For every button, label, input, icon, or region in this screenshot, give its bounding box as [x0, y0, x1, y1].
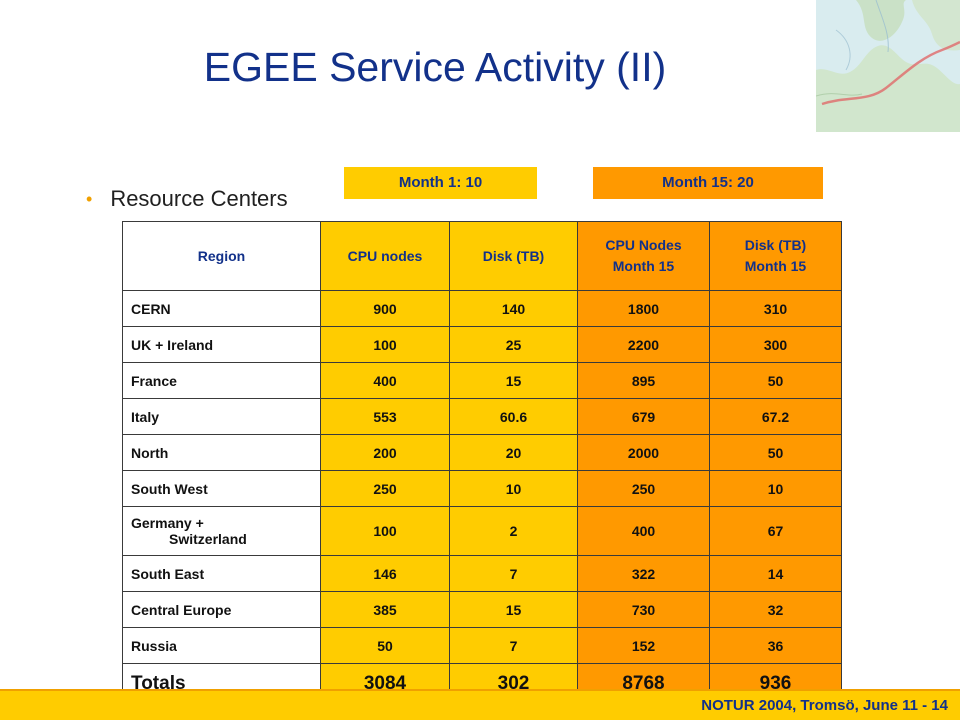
cell-disk: 25	[449, 326, 578, 363]
cell-disk: 140	[449, 290, 578, 327]
cell-disk: 60.6	[449, 398, 578, 435]
bullet-dot-icon: •	[86, 189, 93, 209]
cell-cpu: 400	[320, 362, 450, 399]
cell-region: North	[122, 434, 321, 471]
legend-month-15: Month 15: 20	[593, 167, 823, 199]
header-cpu15-line2: Month 15	[612, 258, 675, 274]
cell-disk: 15	[449, 591, 578, 628]
cell-cpu15: 2000	[577, 434, 710, 471]
legend-month-1: Month 1: 10	[344, 167, 537, 199]
cell-region: CERN	[122, 290, 321, 327]
table-row: Central Europe 385 15 730 32	[122, 591, 842, 628]
cell-disk: 20	[449, 434, 578, 471]
cell-region: Central Europe	[122, 591, 321, 628]
cell-cpu15: 730	[577, 591, 710, 628]
cell-region: Italy	[122, 398, 321, 435]
cell-region-line1: Germany +	[131, 515, 204, 531]
cell-region: France	[122, 362, 321, 399]
table-row: Germany + Switzerland 100 2 400 67	[122, 506, 842, 556]
cell-disk15: 10	[709, 470, 842, 507]
table-row: UK + Ireland 100 25 2200 300	[122, 326, 842, 363]
table-row: North 200 20 2000 50	[122, 434, 842, 471]
cell-disk: 15	[449, 362, 578, 399]
cell-cpu15: 152	[577, 627, 710, 664]
slide-title: EGEE Service Activity (II)	[203, 44, 667, 90]
table-row: France 400 15 895 50	[122, 362, 842, 399]
table-header-row: Region CPU nodes Disk (TB) CPU Nodes Mon…	[122, 221, 842, 291]
cell-cpu: 146	[320, 555, 450, 592]
cell-disk: 10	[449, 470, 578, 507]
table-row: Russia 50 7 152 36	[122, 627, 842, 664]
cell-disk15: 36	[709, 627, 842, 664]
cell-cpu: 900	[320, 290, 450, 327]
cell-cpu15: 322	[577, 555, 710, 592]
cell-cpu15: 679	[577, 398, 710, 435]
bullet-resource-centers: • Resource Centers	[86, 186, 288, 212]
cell-cpu: 100	[320, 326, 450, 363]
cell-disk15: 14	[709, 555, 842, 592]
table-row: CERN 900 140 1800 310	[122, 290, 842, 327]
cell-cpu15: 1800	[577, 290, 710, 327]
cell-region: UK + Ireland	[122, 326, 321, 363]
table-row: Italy 553 60.6 679 67.2	[122, 398, 842, 435]
table-row: South East 146 7 322 14	[122, 555, 842, 592]
header-cpu15-line1: CPU Nodes	[605, 237, 682, 253]
cell-disk15: 300	[709, 326, 842, 363]
cell-cpu: 50	[320, 627, 450, 664]
cell-disk15: 50	[709, 362, 842, 399]
header-cpu-nodes: CPU nodes	[320, 221, 450, 291]
cell-region: Russia	[122, 627, 321, 664]
cell-region: South West	[122, 470, 321, 507]
bullet-text: Resource Centers	[110, 186, 288, 211]
cell-disk: 2	[449, 506, 578, 556]
cell-disk: 7	[449, 555, 578, 592]
header-disk: Disk (TB)	[449, 221, 578, 291]
cell-disk15: 50	[709, 434, 842, 471]
resource-centers-table: Region CPU nodes Disk (TB) CPU Nodes Mon…	[122, 221, 842, 705]
cell-cpu: 250	[320, 470, 450, 507]
cell-disk: 7	[449, 627, 578, 664]
footer-bar: NOTUR 2004, Tromsö, June 11 - 14	[0, 689, 960, 720]
cell-cpu: 553	[320, 398, 450, 435]
cell-cpu: 100	[320, 506, 450, 556]
cell-cpu: 200	[320, 434, 450, 471]
cell-disk15: 310	[709, 290, 842, 327]
cell-cpu15: 250	[577, 470, 710, 507]
header-disk15-line1: Disk (TB)	[744, 237, 807, 253]
cell-cpu15: 400	[577, 506, 710, 556]
europe-map-image	[816, 0, 960, 132]
cell-region: South East	[122, 555, 321, 592]
cell-cpu: 385	[320, 591, 450, 628]
footer-text: NOTUR 2004, Tromsö, June 11 - 14	[701, 697, 948, 714]
cell-region: Germany + Switzerland	[122, 506, 321, 556]
header-cpu-nodes-month-15: CPU Nodes Month 15	[577, 221, 710, 291]
cell-region-line2: Switzerland	[169, 531, 247, 547]
cell-cpu15: 2200	[577, 326, 710, 363]
cell-disk15: 32	[709, 591, 842, 628]
cell-cpu15: 895	[577, 362, 710, 399]
table-row: South West 250 10 250 10	[122, 470, 842, 507]
header-region: Region	[122, 221, 321, 291]
cell-disk15: 67	[709, 506, 842, 556]
cell-disk15: 67.2	[709, 398, 842, 435]
header-disk-month-15: Disk (TB) Month 15	[709, 221, 842, 291]
header-disk15-line2: Month 15	[744, 258, 807, 274]
